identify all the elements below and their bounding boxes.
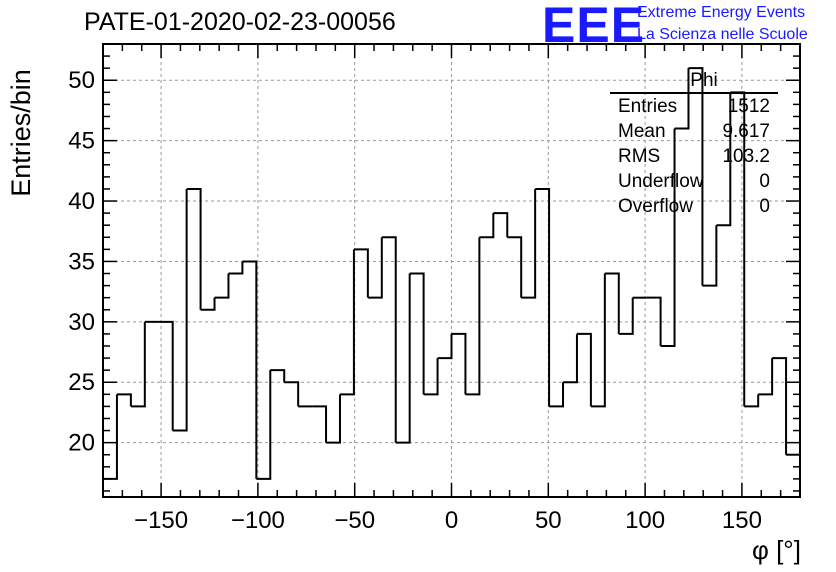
histogram-bin [437, 333, 453, 360]
x-tick-label: 100 [625, 507, 665, 534]
y-tick-label: 35 [68, 248, 95, 275]
stats-value: 103.2 [722, 146, 770, 167]
eee-logo: EEE [542, 0, 646, 53]
histogram-bin [409, 272, 425, 395]
chart-title: PATE-01-2020-02-23-00056 [84, 8, 396, 36]
stats-box-divider [610, 92, 778, 94]
grid-lines [103, 44, 800, 497]
histogram-bin [381, 236, 397, 443]
stats-label: RMS [618, 146, 661, 167]
histogram-bin [535, 187, 551, 407]
stats-value: 0 [759, 171, 770, 192]
histogram-bin [549, 382, 565, 408]
histogram-bin [270, 369, 286, 383]
histogram-bin [493, 212, 509, 238]
histogram-bin [312, 405, 328, 443]
histogram-bin [130, 321, 146, 408]
histogram-bin [172, 188, 188, 432]
histogram-bin [395, 273, 411, 444]
histogram-bin [158, 320, 174, 431]
histogram-bin [772, 357, 788, 455]
histogram-bin [186, 187, 202, 310]
histogram-bin [423, 358, 439, 396]
histogram-bin [758, 358, 774, 396]
histogram-bin [576, 332, 592, 407]
x-tick-label: 150 [722, 507, 762, 534]
histogram-bin [479, 213, 495, 239]
histogram-bin [339, 249, 355, 396]
histogram-bin [116, 393, 132, 407]
stats-box-title: Phi [690, 70, 718, 91]
histogram-bin [353, 248, 369, 298]
histogram-bin [744, 394, 760, 408]
histogram-bin [563, 333, 578, 384]
stats-row-mean: Mean 9.617 [610, 119, 778, 144]
logo-line-2: La Scienza nelle Scuole [637, 26, 808, 43]
stats-value: 0 [759, 196, 770, 217]
histogram-bin [228, 261, 244, 275]
histogram-bin [590, 273, 606, 408]
histogram-bin [716, 92, 732, 227]
stats-label: Underflow [618, 171, 704, 192]
stats-row-underflow: Underflow 0 [610, 169, 778, 194]
x-tick-label: −100 [231, 507, 285, 534]
stats-box: Phi Entries 1512 Mean 9.617 RMS 103.2 Un… [610, 70, 778, 219]
axis-ticks [102, 44, 801, 497]
histogram-bin [367, 237, 383, 299]
y-tick-label: 20 [68, 430, 95, 457]
histogram-bin [646, 296, 662, 346]
stats-label: Entries [618, 96, 678, 117]
histogram-bin [284, 381, 300, 407]
histogram-bin [451, 332, 467, 395]
histogram-bin [688, 67, 704, 286]
histogram-bin [214, 273, 230, 299]
y-axis-label: Entries/bin [6, 69, 36, 197]
histogram-bin [604, 272, 620, 334]
histogram-bin [660, 128, 676, 347]
histogram-bin [674, 68, 690, 130]
histogram-bin [702, 225, 718, 287]
x-tick-label: −50 [334, 507, 375, 534]
x-axis-label: φ [°] [752, 535, 801, 565]
y-tick-label: 40 [68, 188, 95, 215]
histogram-bin [256, 370, 272, 480]
histogram-bin [242, 260, 258, 479]
x-tick-label: 0 [445, 507, 458, 534]
stats-row-entries: Entries 1512 [610, 94, 778, 119]
stats-value: 9.617 [722, 121, 770, 142]
logo-line-1: Extreme Energy Events [637, 4, 806, 21]
stats-row-overflow: Overflow 0 [610, 194, 778, 219]
histogram-bin [521, 188, 537, 299]
y-tick-label: 50 [68, 67, 95, 94]
histogram-bin [507, 236, 523, 298]
y-tick-label: 25 [68, 369, 95, 396]
histogram-bin [200, 297, 216, 311]
histogram-bin [465, 237, 481, 396]
histogram-bin [102, 394, 118, 497]
stats-label: Overflow [618, 196, 693, 217]
x-tick-label: −150 [134, 507, 188, 534]
x-tick-label: 50 [535, 507, 562, 534]
y-tick-label: 45 [68, 128, 95, 155]
y-tick-label: 30 [68, 309, 95, 336]
stats-label: Mean [618, 121, 666, 142]
stats-value: 1512 [727, 96, 770, 117]
stats-row-rms: RMS 103.2 [610, 144, 778, 169]
histogram-bin [326, 394, 341, 444]
histogram-bin [618, 297, 634, 335]
tick-labels: −150 −100 −50 0 50 100 150 20 25 30 35 40 45 50 [68, 67, 762, 534]
